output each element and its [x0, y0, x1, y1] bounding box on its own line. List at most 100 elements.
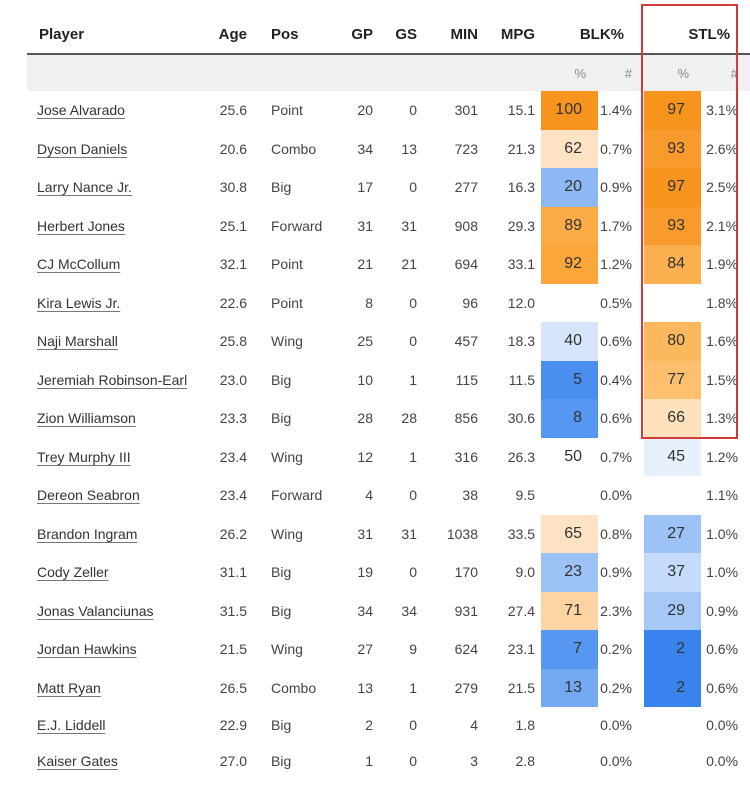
table-row: Jose Alvarado 25.6 Point 20 0 301 15.1 100 1.4% 9… — [27, 91, 750, 130]
stl-num-cell: 1.6% — [706, 333, 739, 350]
col-header-min[interactable]: MIN — [423, 15, 484, 55]
age-cell: 27.0 — [219, 753, 247, 769]
blk-pct-cell — [541, 476, 598, 515]
stl-num-cell: 1.5% — [706, 371, 739, 388]
subheader-stl-num[interactable]: # — [701, 54, 750, 91]
gs-cell: 0 — [409, 487, 417, 504]
mpg-cell: 12.0 — [507, 294, 535, 311]
col-header-gs[interactable]: GS — [379, 15, 423, 55]
min-cell: 723 — [454, 140, 478, 157]
stl-num-cell: 0.6% — [706, 679, 739, 696]
player-link[interactable]: Trey Murphy III — [37, 448, 131, 465]
player-link[interactable]: Dereon Seabron — [37, 487, 140, 504]
age-cell: 22.6 — [219, 294, 247, 311]
age-cell: 26.5 — [219, 679, 247, 696]
player-stats-table: Player Age Pos GP GS MIN MPG BLK% STL% %… — [27, 15, 750, 779]
age-cell: 22.9 — [219, 717, 247, 733]
player-link[interactable]: Dyson Daniels — [37, 140, 128, 157]
mpg-cell: 26.3 — [507, 448, 535, 465]
gp-cell: 4 — [365, 487, 373, 504]
player-link[interactable]: Kira Lewis Jr. — [37, 294, 121, 311]
header-row: Player Age Pos GP GS MIN MPG BLK% STL% — [27, 15, 750, 55]
col-header-pos[interactable]: Pos — [247, 15, 325, 55]
gs-cell: 1 — [409, 371, 417, 388]
mpg-cell: 18.3 — [507, 333, 535, 350]
gs-cell: 34 — [401, 602, 417, 619]
col-header-mpg[interactable]: MPG — [484, 15, 541, 55]
pos-cell: Point — [271, 294, 303, 311]
blk-num-cell: 2.3% — [600, 602, 633, 619]
mpg-cell: 33.5 — [507, 525, 535, 542]
blk-num-cell: 0.4% — [600, 371, 633, 388]
player-link[interactable]: Naji Marshall — [37, 333, 118, 350]
col-header-gp[interactable]: GP — [325, 15, 379, 55]
gs-cell: 1 — [409, 448, 417, 465]
col-header-blk[interactable]: BLK% — [541, 15, 645, 55]
blk-num-cell: 0.0% — [600, 487, 633, 504]
mpg-cell: 30.6 — [507, 410, 535, 427]
player-cell: Kira Lewis Jr. — [27, 284, 203, 323]
mpg-cell: 21.5 — [507, 679, 535, 696]
player-link[interactable]: Kaiser Gates — [37, 753, 118, 769]
player-link[interactable]: Larry Nance Jr. — [37, 179, 132, 196]
subheader-blk-pct[interactable]: % — [541, 54, 598, 91]
subheader-blk-num[interactable]: # — [598, 54, 645, 91]
player-cell: Cody Zeller — [27, 553, 203, 592]
player-link[interactable]: Herbert Jones — [37, 217, 125, 234]
player-link[interactable]: Cody Zeller — [37, 564, 109, 581]
blk-pct-cell — [541, 743, 598, 779]
blk-num-cell: 1.4% — [600, 102, 633, 119]
age-cell: 25.6 — [219, 102, 247, 119]
table-row: Trey Murphy III 23.4 Wing 12 1 316 26.3 50 0.7% 4… — [27, 437, 750, 476]
table-row: Brandon Ingram 26.2 Wing 31 31 1038 33.5 65 0.8%… — [27, 514, 750, 553]
stl-pct-cell: 80 — [644, 322, 702, 361]
player-link[interactable]: Zion Williamson — [37, 410, 136, 427]
pos-cell: Big — [271, 753, 292, 769]
stl-num-cell: 1.1% — [706, 487, 739, 504]
stl-pct-cell: 29 — [644, 591, 702, 630]
mpg-cell: 9.0 — [515, 564, 535, 581]
stl-pct-cell: 93 — [644, 129, 702, 168]
player-link[interactable]: Jordan Hawkins — [37, 641, 137, 658]
age-cell: 31.1 — [219, 564, 247, 581]
gp-cell: 31 — [357, 217, 373, 234]
col-header-stl[interactable]: STL% — [644, 15, 750, 55]
player-link[interactable]: Brandon Ingram — [37, 525, 138, 542]
gp-cell: 19 — [357, 564, 373, 581]
blk-num-cell: 0.9% — [600, 179, 633, 196]
player-link[interactable]: Jeremiah Robinson-Earl — [37, 371, 188, 388]
stl-pct-cell: 97 — [644, 168, 702, 207]
mpg-cell: 33.1 — [507, 256, 535, 273]
player-link[interactable]: E.J. Liddell — [37, 717, 106, 733]
gp-cell: 1 — [365, 753, 373, 769]
mpg-cell: 11.5 — [508, 371, 535, 388]
stl-num-cell: 0.0% — [706, 717, 739, 733]
table-body: Jose Alvarado 25.6 Point 20 0 301 15.1 100 1.4% 9… — [27, 91, 750, 779]
gs-cell: 0 — [409, 179, 417, 196]
mpg-cell: 29.3 — [507, 217, 535, 234]
table-row: Dereon Seabron 23.4 Forward 4 0 38 9.5 0.0% 1.1% — [27, 476, 750, 515]
min-cell: 694 — [454, 256, 478, 273]
pos-cell: Wing — [271, 448, 303, 465]
table-row: Jeremiah Robinson-Earl 23.0 Big 10 1 115 11.5 5… — [27, 360, 750, 399]
player-link[interactable]: Matt Ryan — [37, 679, 101, 696]
age-cell: 25.1 — [219, 217, 247, 234]
mpg-cell: 9.5 — [515, 487, 535, 504]
player-link[interactable]: Jonas Valanciunas — [37, 602, 154, 619]
player-cell: CJ McCollum — [27, 245, 203, 284]
player-cell: Kaiser Gates — [27, 743, 203, 779]
min-cell: 279 — [454, 679, 478, 696]
pos-cell: Forward — [271, 487, 323, 504]
subheader-stl-pct[interactable]: % — [644, 54, 702, 91]
blk-pct-cell: 71 — [541, 591, 598, 630]
min-cell: 301 — [454, 102, 478, 119]
player-cell: Naji Marshall — [27, 322, 203, 361]
age-cell: 23.3 — [219, 410, 247, 427]
age-cell: 26.2 — [219, 525, 247, 542]
player-cell: Jose Alvarado — [27, 91, 203, 130]
blk-pct-cell — [541, 284, 598, 323]
player-link[interactable]: CJ McCollum — [37, 256, 121, 273]
player-link[interactable]: Jose Alvarado — [37, 102, 125, 119]
col-header-player[interactable]: Player — [27, 15, 203, 55]
col-header-age[interactable]: Age — [203, 15, 247, 55]
